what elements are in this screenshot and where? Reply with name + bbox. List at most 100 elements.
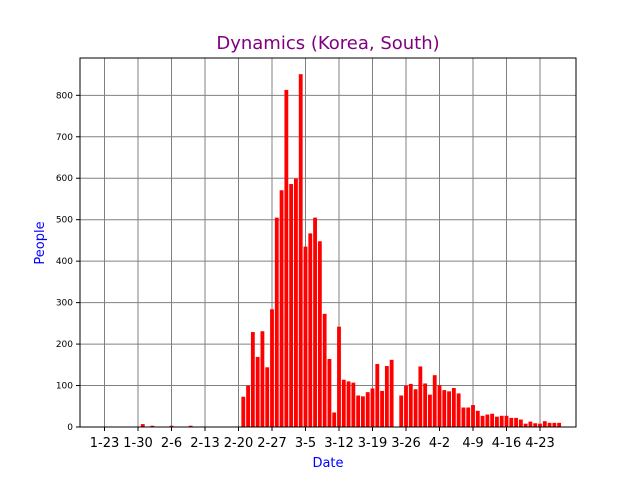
bar-1-31: [140, 424, 145, 427]
y-axis: 0 100 200 300 400 500 600 700 800: [56, 91, 80, 433]
bar-3-2: [289, 184, 294, 427]
x-tick-label: 4-16: [492, 436, 522, 451]
bar-2-23: [250, 332, 255, 427]
bar-3-18: [365, 392, 370, 427]
bar-3-16: [356, 395, 361, 427]
bar-4-16: [504, 415, 509, 427]
bar-4-21: [528, 421, 533, 427]
bar-3-20: [375, 363, 380, 427]
bar-3-17: [361, 396, 365, 427]
x-tick-label: 3-19: [358, 436, 388, 451]
bar-3-7: [313, 217, 317, 427]
y-tick-label: 600: [56, 174, 73, 184]
x-tick-label: 4-23: [525, 436, 555, 451]
bar-2-22: [246, 385, 250, 427]
bar-4-12: [485, 414, 490, 427]
y-tick-label: 300: [56, 299, 73, 309]
bar-4-25: [547, 422, 552, 427]
bar-3-28: [413, 389, 418, 427]
bar-3-6: [308, 233, 313, 427]
bar-3-9: [322, 313, 327, 427]
bar-3-12: [337, 326, 341, 427]
bar-series: [140, 74, 562, 428]
bar-3-15: [351, 382, 356, 427]
grid: [80, 58, 576, 428]
y-tick-label: 400: [56, 257, 73, 267]
bar-4-10: [475, 410, 480, 427]
y-tick-label: 200: [56, 340, 73, 350]
y-tick-label: 500: [56, 216, 73, 226]
bar-4-13: [490, 413, 495, 427]
bar-3-19: [370, 388, 375, 427]
x-tick-label: 1-30: [123, 436, 153, 451]
x-tick-label: 2-6: [161, 436, 182, 451]
bar-3-10: [327, 359, 332, 427]
bar-4-2: [437, 385, 442, 427]
x-tick-label: 3-5: [295, 436, 316, 451]
bar-3-21: [380, 390, 384, 427]
bar-2-24: [255, 356, 260, 427]
bar-4-20: [523, 423, 528, 427]
bar-4-5: [451, 388, 456, 427]
bar-4-14: [495, 416, 499, 427]
y-tick-label: 700: [56, 133, 73, 143]
bar-4-26: [552, 422, 557, 427]
y-tick-label: 800: [56, 91, 73, 101]
x-tick-label: 3-26: [391, 436, 421, 451]
x-tick-label: 4-9: [462, 436, 483, 451]
bar-4-19: [518, 419, 523, 427]
bar-2-27: [270, 309, 274, 427]
bar-4-4: [447, 391, 451, 427]
y-tick-label: 100: [56, 382, 73, 392]
bar-2-26: [265, 367, 270, 427]
bar-4-7: [461, 407, 466, 427]
bar-3-26: [404, 385, 408, 427]
bar-3-30: [423, 383, 428, 427]
x-axis-label: Date: [312, 456, 343, 471]
bar-3-25: [399, 395, 404, 427]
bar-2-10: [188, 425, 193, 427]
bar-4-22: [533, 423, 538, 427]
bar-2-29: [279, 190, 284, 427]
x-tick-label: 2-27: [257, 436, 287, 451]
bar-2-6: [169, 425, 174, 427]
bar-2-25: [260, 331, 265, 427]
x-tick-label: 3-12: [324, 436, 354, 451]
bar-4-9: [471, 405, 475, 427]
bar-3-8: [317, 241, 322, 427]
chart-title: Dynamics (Korea, South): [216, 33, 439, 54]
bar-3-4: [298, 74, 303, 428]
bar-3-13: [341, 379, 346, 427]
bar-3-27: [408, 383, 413, 427]
bar-3-5: [303, 246, 308, 427]
y-axis-label: People: [33, 221, 48, 264]
bar-3-22: [384, 366, 389, 427]
bar-4-15: [499, 415, 504, 427]
bar-4-8: [466, 407, 471, 427]
y-tick-label: 0: [67, 423, 73, 433]
x-tick-label: 4-2: [429, 436, 450, 451]
bar-4-6: [456, 393, 461, 427]
bar-4-1: [432, 375, 437, 427]
x-tick-label: 2-20: [224, 436, 254, 451]
bar-3-3: [294, 178, 298, 427]
x-tick-label: 2-13: [190, 436, 220, 451]
bar-3-1: [284, 89, 289, 428]
bar-2-28: [274, 217, 279, 427]
x-tick-label: 1-23: [90, 436, 120, 451]
bar-4-3: [442, 390, 447, 427]
bar-4-17: [509, 417, 514, 427]
bar-4-24: [542, 421, 547, 427]
bar-3-14: [346, 381, 351, 427]
bar-4-27: [557, 422, 562, 427]
plot-frame: [79, 57, 577, 428]
bar-4-11: [480, 415, 485, 427]
bar-4-23: [538, 423, 542, 427]
bar-3-29: [418, 366, 423, 427]
bar-3-11: [332, 412, 337, 427]
bar-3-31: [428, 394, 432, 427]
bar-3-23: [389, 359, 394, 427]
bar-4-18: [514, 417, 518, 427]
bar-2-21: [241, 396, 246, 427]
